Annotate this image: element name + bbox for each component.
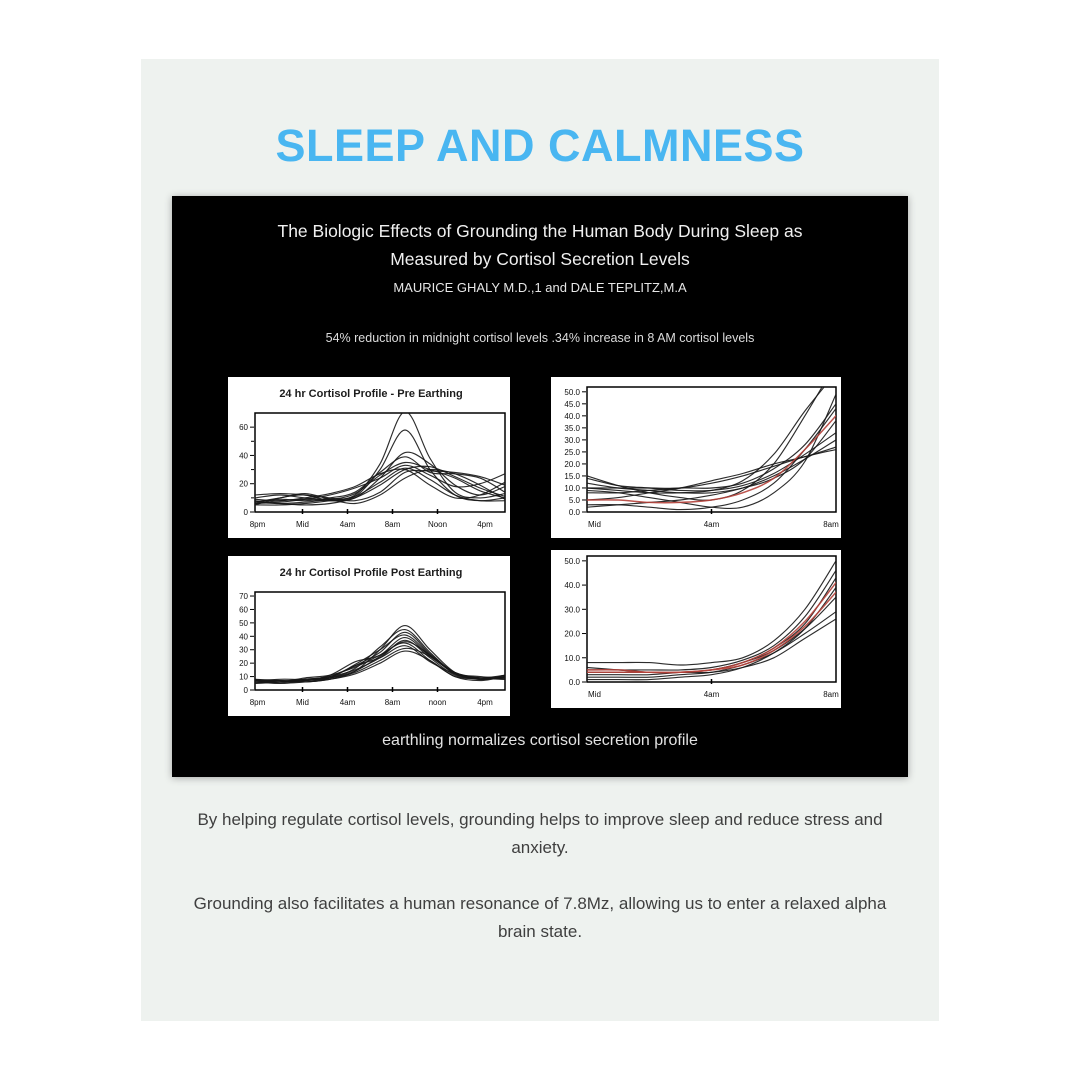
svg-text:24 hr Cortisol Profile Post Ea: 24 hr Cortisol Profile Post Earthing [280,567,463,579]
svg-text:8am: 8am [385,698,401,707]
svg-text:0.0: 0.0 [569,508,581,517]
svg-text:10.0: 10.0 [564,654,580,663]
svg-text:30.0: 30.0 [564,605,580,614]
study-stats-line: 54% reduction in midnight cortisol level… [325,331,755,345]
svg-text:45.0: 45.0 [564,400,580,409]
svg-text:8pm: 8pm [250,698,266,707]
svg-text:Mid: Mid [588,520,601,529]
paragraph-2-line-2: brain state. [497,922,583,941]
svg-text:60: 60 [239,423,248,432]
svg-text:Noon: Noon [428,520,447,529]
chart-pre-earthing: 24 hr Cortisol Profile - Pre Earthing 0 20… [228,377,510,538]
chart-midnight-to-8am-post: 0.0 10.0 20.0 30.0 40.0 50.0 Mid 4am 8am [551,550,841,708]
svg-text:50.0: 50.0 [564,388,580,397]
svg-text:20.0: 20.0 [564,460,580,469]
svg-text:4am: 4am [340,698,356,707]
svg-text:8am: 8am [823,690,839,699]
body-paragraph-1: By helping regulate cortisol levels, gro… [141,806,939,862]
paragraph-1-line-1: By helping regulate cortisol levels, gro… [197,810,883,829]
svg-text:40.0: 40.0 [564,412,580,421]
svg-text:0: 0 [244,686,249,695]
svg-text:8am: 8am [385,520,401,529]
paragraph-1-line-2: anxiety. [511,838,569,857]
svg-text:30.0: 30.0 [564,436,580,445]
svg-text:60: 60 [239,605,248,614]
svg-text:8am: 8am [823,520,839,529]
svg-text:40: 40 [239,632,248,641]
svg-text:20.0: 20.0 [564,630,580,639]
study-heading-line-1: The Biologic Effects of Grounding the Hu… [277,221,803,241]
page-title: SLEEP AND CALMNESS [275,120,805,171]
svg-text:50: 50 [239,619,248,628]
study-heading-line-2: Measured by Cortisol Secretion Levels [390,249,690,269]
svg-text:25.0: 25.0 [564,448,580,457]
svg-text:0: 0 [244,508,249,517]
svg-text:50.0: 50.0 [564,557,580,566]
svg-text:70: 70 [239,592,248,601]
svg-text:10.0: 10.0 [564,484,580,493]
svg-text:4am: 4am [704,520,720,529]
svg-text:20: 20 [239,480,248,489]
svg-text:30: 30 [239,646,248,655]
svg-text:35.0: 35.0 [564,424,580,433]
infographic-card: SLEEP AND CALMNESS The Biologic Effects … [141,59,939,1021]
charts-grid: 24 hr Cortisol Profile - Pre Earthing 0 20… [172,377,908,729]
paragraph-2-line-1: Grounding also facilitates a human reson… [193,894,887,913]
chart-post-earthing: 24 hr Cortisol Profile Post Earthing 0 10 2… [228,556,510,716]
svg-text:4pm: 4pm [477,520,493,529]
svg-text:Mid: Mid [296,698,309,707]
svg-text:40.0: 40.0 [564,581,580,590]
svg-text:Mid: Mid [296,520,309,529]
svg-text:24 hr Cortisol Profile - Pre E: 24 hr Cortisol Profile - Pre Earthing [279,388,462,400]
svg-text:40: 40 [239,451,248,460]
svg-text:Mid: Mid [588,690,601,699]
svg-text:8pm: 8pm [250,520,266,529]
svg-text:4am: 4am [704,690,720,699]
study-authors: MAURICE GHALY M.D.,1 and DALE TEPLITZ,M.… [393,280,687,295]
body-paragraph-2: Grounding also facilitates a human reson… [141,890,939,946]
study-figure-panel: The Biologic Effects of Grounding the Hu… [172,196,908,777]
panel-caption: earthling normalizes cortisol secretion … [382,732,698,749]
svg-text:4am: 4am [340,520,356,529]
svg-text:20: 20 [239,659,248,668]
svg-text:noon: noon [429,698,447,707]
svg-text:0.0: 0.0 [569,678,581,687]
svg-text:10: 10 [239,673,248,682]
svg-text:15.0: 15.0 [564,472,580,481]
svg-text:4pm: 4pm [477,698,493,707]
chart-midnight-to-8am-pre: 0.0 5.0 10.0 15.0 20.0 25.0 30.0 35.0 40.0 45.0 50… [551,377,841,538]
svg-text:5.0: 5.0 [569,496,581,505]
